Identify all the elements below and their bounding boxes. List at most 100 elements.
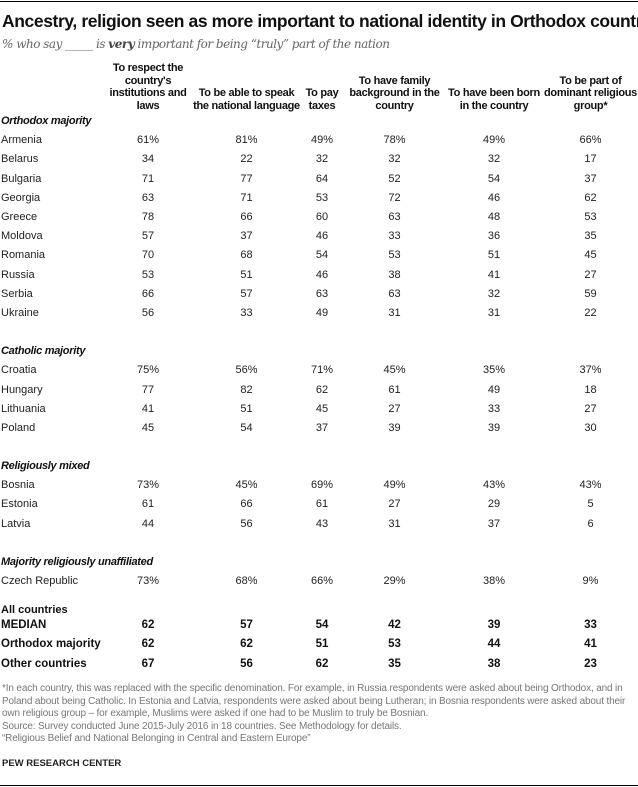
value-cell: 46 (315, 268, 329, 281)
table-row: Latvia 44 56 43 31 37 6 (0, 515, 638, 534)
value-cell: 44 (141, 517, 155, 530)
value-cell: 32 (315, 153, 329, 166)
value-cell: 49 (487, 383, 501, 396)
table-row: Georgia 63 71 53 72 46 62 (0, 189, 638, 208)
summary-value: 57 (240, 619, 253, 632)
value-cell: 53 (315, 191, 329, 204)
column-header: To have been born in the country (448, 87, 540, 112)
value-cell: 49% (482, 134, 506, 147)
summary-value: 38 (487, 657, 501, 670)
value-cell: 45% (383, 364, 406, 377)
value-cell: 37 (584, 172, 597, 185)
country-label: Czech Republic (1, 575, 79, 588)
value-cell: 53 (584, 211, 597, 224)
table-row: Croatia 75% 56% 71% 45% 35% 37% (0, 361, 638, 380)
subtitle-emphasis: very (108, 37, 135, 51)
summary-row: Other countries 67 56 62 35 38 23 (0, 655, 638, 674)
group-heading: Orthodox majority (1, 115, 92, 128)
summary-value: 67 (141, 657, 155, 670)
summary-row: Orthodox majority 62 62 51 53 44 41 (0, 635, 638, 654)
value-cell: 64 (315, 172, 329, 185)
table-row: Czech Republic 73% 68% 66% 29% 38% 9% (0, 572, 638, 591)
value-cell: 45 (584, 249, 597, 262)
spacer-cell (0, 534, 638, 553)
summary-value: 23 (584, 657, 597, 670)
summary-heading: All countries (1, 604, 68, 617)
summary-row: MEDIAN 62 57 54 42 39 33 (0, 616, 638, 635)
value-cell: 71 (141, 172, 155, 185)
value-cell: 77 (240, 172, 253, 185)
spacer-cell (0, 438, 638, 457)
value-cell: 51 (487, 249, 501, 262)
value-cell: 31 (388, 306, 401, 319)
value-cell: 32 (388, 153, 401, 166)
summary-label: Other countries (1, 657, 87, 670)
country-label: Poland (1, 421, 36, 434)
value-cell: 81% (235, 134, 258, 147)
country-label: Belarus (1, 153, 39, 166)
value-cell: 36 (487, 230, 501, 243)
value-cell: 82 (240, 383, 253, 396)
summary-value: 54 (315, 619, 329, 632)
table-row: Greece 78 66 60 63 48 53 (0, 208, 638, 227)
value-cell: 51 (240, 402, 253, 415)
country-label: Ukraine (1, 306, 39, 319)
table-row: Bosnia 73% 45% 69% 49% 43% 43% (0, 476, 638, 495)
value-cell: 71% (310, 364, 334, 377)
value-cell: 22 (584, 306, 597, 319)
country-label: Croatia (1, 364, 37, 377)
value-cell: 75% (136, 364, 160, 377)
group-heading: Religiously mixed (1, 460, 90, 473)
chart-title: Ancestry, religion seen as more importan… (2, 11, 638, 31)
table-row: Armenia 61% 81% 49% 78% 49% 66% (0, 131, 638, 150)
value-cell: 57 (240, 287, 253, 300)
value-cell: 32 (487, 287, 501, 300)
country-label: Hungary (1, 383, 43, 396)
summary-value: 44 (487, 638, 501, 651)
value-cell: 5 (587, 498, 594, 511)
country-label: Bulgaria (1, 172, 42, 185)
value-cell: 43% (482, 479, 506, 492)
value-cell: 53 (141, 268, 155, 281)
table-row: Poland 45 54 37 39 39 30 (0, 419, 638, 438)
value-cell: 63 (141, 191, 155, 204)
column-header: To have family background in the country (349, 74, 440, 112)
value-cell: 31 (388, 517, 401, 530)
table-row: Romania 70 68 54 53 51 45 (0, 246, 638, 265)
data-table: To respect the country's institutions an… (0, 60, 638, 674)
value-cell: 32 (487, 153, 501, 166)
value-cell: 43 (315, 517, 329, 530)
value-cell: 73% (136, 479, 160, 492)
value-cell: 17 (584, 153, 597, 166)
value-cell: 66 (240, 211, 253, 224)
value-cell: 70 (141, 249, 155, 262)
value-cell: 37 (240, 230, 253, 243)
value-cell: 38 (388, 268, 401, 281)
value-cell: 30 (584, 421, 597, 434)
summary-value: 33 (584, 619, 597, 632)
value-cell: 33 (388, 230, 401, 243)
notes: *In each country, this was replaced with… (2, 683, 638, 746)
value-cell: 61 (388, 383, 401, 396)
group-heading: Majority religiously unaffiliated (1, 555, 153, 568)
table-row: Ukraine 56 33 49 31 31 22 (0, 304, 638, 323)
summary-value: 62 (141, 619, 155, 632)
value-cell: 37% (579, 364, 602, 377)
table-row: Moldova 57 37 46 33 36 35 (0, 227, 638, 246)
value-cell: 59 (584, 287, 597, 300)
spacer-cell (0, 323, 638, 342)
country-label: Russia (1, 268, 35, 281)
value-cell: 27 (388, 498, 401, 511)
value-cell: 9% (582, 575, 599, 588)
summary-label: Orthodox majority (1, 638, 101, 651)
table-body: Orthodox majority Armenia 61% 81% 49% 78% 49% 6… (0, 112, 638, 674)
value-cell: 68 (240, 249, 253, 262)
column-header: To be able to speak the national languag… (193, 87, 300, 112)
value-cell: 62 (315, 383, 329, 396)
value-cell: 37 (315, 421, 329, 434)
value-cell: 46 (315, 230, 329, 243)
value-cell: 53 (388, 249, 401, 262)
header-row: To respect the country's institutions an… (0, 60, 638, 112)
summary-value: 53 (388, 638, 401, 651)
value-cell: 39 (388, 421, 401, 434)
